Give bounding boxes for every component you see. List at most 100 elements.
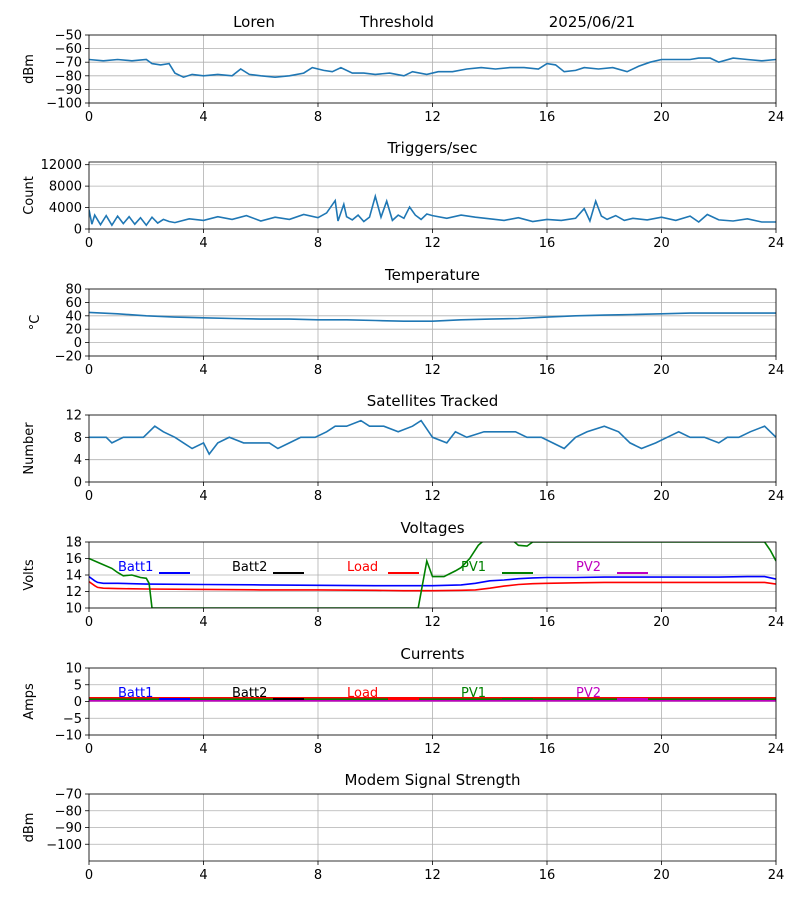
x-tick-label: 0: [85, 742, 93, 757]
legend-entry-batt1: Batt1: [118, 560, 190, 575]
y-axis-label: Amps: [22, 683, 37, 720]
y-tick-label: 14: [65, 569, 82, 584]
legend-label: PV1: [461, 560, 486, 575]
y-tick-label: 20: [65, 323, 82, 338]
chart-title: Temperature: [384, 266, 480, 284]
y-tick-label: −10: [55, 729, 82, 744]
x-tick-label: 0: [85, 868, 93, 883]
x-tick-label: 12: [424, 489, 441, 504]
y-axis-label: dBm: [22, 813, 37, 843]
legend-label: Batt1: [118, 686, 153, 701]
x-tick-label: 20: [653, 868, 670, 883]
y-axis-label: Volts: [22, 559, 37, 591]
chart-title: Modem Signal Strength: [345, 771, 521, 789]
y-axis-label: dBm: [22, 54, 37, 84]
x-tick-label: 4: [199, 742, 207, 757]
y-tick-label: 0: [74, 223, 82, 238]
x-tick-label: 12: [424, 742, 441, 757]
y-tick-label: −100: [46, 97, 82, 112]
y-tick-label: 0: [74, 476, 82, 491]
x-tick-label: 20: [653, 363, 670, 378]
x-tick-label: 4: [199, 868, 207, 883]
chart-title: Triggers/sec: [387, 139, 478, 157]
x-tick-label: 20: [653, 742, 670, 757]
x-tick-label: 0: [85, 363, 93, 378]
x-tick-label: 0: [85, 110, 93, 125]
y-tick-label: 18: [65, 536, 82, 551]
legend-entry-batt1: Batt1: [118, 686, 190, 701]
y-tick-label: −50: [55, 29, 82, 44]
y-axis-label: Number: [22, 422, 37, 475]
y-tick-label: 0: [74, 695, 82, 710]
series-line-0: [89, 193, 776, 227]
y-tick-label: 16: [65, 552, 82, 567]
series-line-load: [89, 580, 776, 592]
x-tick-label: 4: [199, 110, 207, 125]
legend-label: Load: [347, 560, 378, 575]
x-tick-label: 8: [314, 110, 322, 125]
series-line-0: [89, 57, 776, 79]
x-tick-label: 8: [314, 489, 322, 504]
y-tick-label: 8000: [49, 180, 82, 195]
x-tick-label: 12: [424, 236, 441, 251]
y-tick-label: −90: [55, 821, 82, 836]
y-tick-label: 60: [65, 296, 82, 311]
y-tick-label: 12: [65, 585, 82, 600]
x-tick-label: 20: [653, 236, 670, 251]
legend-label: PV1: [461, 686, 486, 701]
y-tick-label: −70: [55, 56, 82, 71]
x-tick-label: 24: [768, 236, 785, 251]
legend-label: Load: [347, 686, 378, 701]
y-tick-label: −90: [55, 83, 82, 98]
y-tick-label: −20: [55, 350, 82, 365]
legend-entry-load: Load: [347, 686, 419, 701]
x-tick-label: 24: [768, 363, 785, 378]
x-tick-label: 24: [768, 110, 785, 125]
header-date: 2025/06/21: [549, 13, 635, 31]
x-tick-label: 8: [314, 363, 322, 378]
header-mode: Threshold: [359, 13, 434, 31]
x-tick-label: 12: [424, 110, 441, 125]
x-tick-label: 16: [539, 868, 556, 883]
x-tick-label: 4: [199, 615, 207, 630]
y-tick-label: −70: [55, 788, 82, 803]
y-tick-label: 5: [74, 678, 82, 693]
x-tick-label: 12: [424, 868, 441, 883]
x-tick-label: 16: [539, 615, 556, 630]
y-tick-label: 12000: [41, 158, 82, 173]
header: Loren Threshold 2025/06/21: [233, 13, 635, 31]
x-tick-label: 24: [768, 615, 785, 630]
chart-title: Currents: [400, 645, 464, 663]
panel-satellites: 0 4 8 12 16 20 24 0 4 8 12 Satellites Tracked Number: [22, 392, 784, 504]
x-tick-label: 0: [85, 489, 93, 504]
legend-label: Batt2: [232, 686, 267, 701]
x-tick-label: 16: [539, 363, 556, 378]
y-tick-label: 40: [65, 309, 82, 324]
series-line-0: [89, 419, 776, 456]
y-tick-label: 4: [74, 453, 82, 468]
x-tick-label: 24: [768, 742, 785, 757]
series-line-batt1: [89, 575, 776, 587]
legend-entry-batt2: Batt2: [232, 560, 304, 575]
y-tick-label: −100: [46, 838, 82, 853]
panel-threshold: 0 4 8 12 16 20 24 −100−90−80−70−60−50 dBm: [22, 29, 784, 126]
x-tick-label: 12: [424, 615, 441, 630]
x-tick-label: 20: [653, 110, 670, 125]
x-tick-label: 24: [768, 868, 785, 883]
x-tick-label: 4: [199, 489, 207, 504]
legend-entry-pv2: PV2: [576, 560, 648, 575]
x-tick-label: 8: [314, 236, 322, 251]
y-tick-label: 10: [65, 602, 82, 617]
y-tick-label: −80: [55, 69, 82, 84]
legend-label: Batt2: [232, 560, 267, 575]
legend-entry-pv1: PV1: [461, 686, 533, 701]
y-tick-label: 80: [65, 283, 82, 298]
x-tick-label: 20: [653, 615, 670, 630]
y-tick-label: −60: [55, 42, 82, 57]
x-tick-label: 12: [424, 363, 441, 378]
legend-entry-batt2: Batt2: [232, 686, 304, 701]
